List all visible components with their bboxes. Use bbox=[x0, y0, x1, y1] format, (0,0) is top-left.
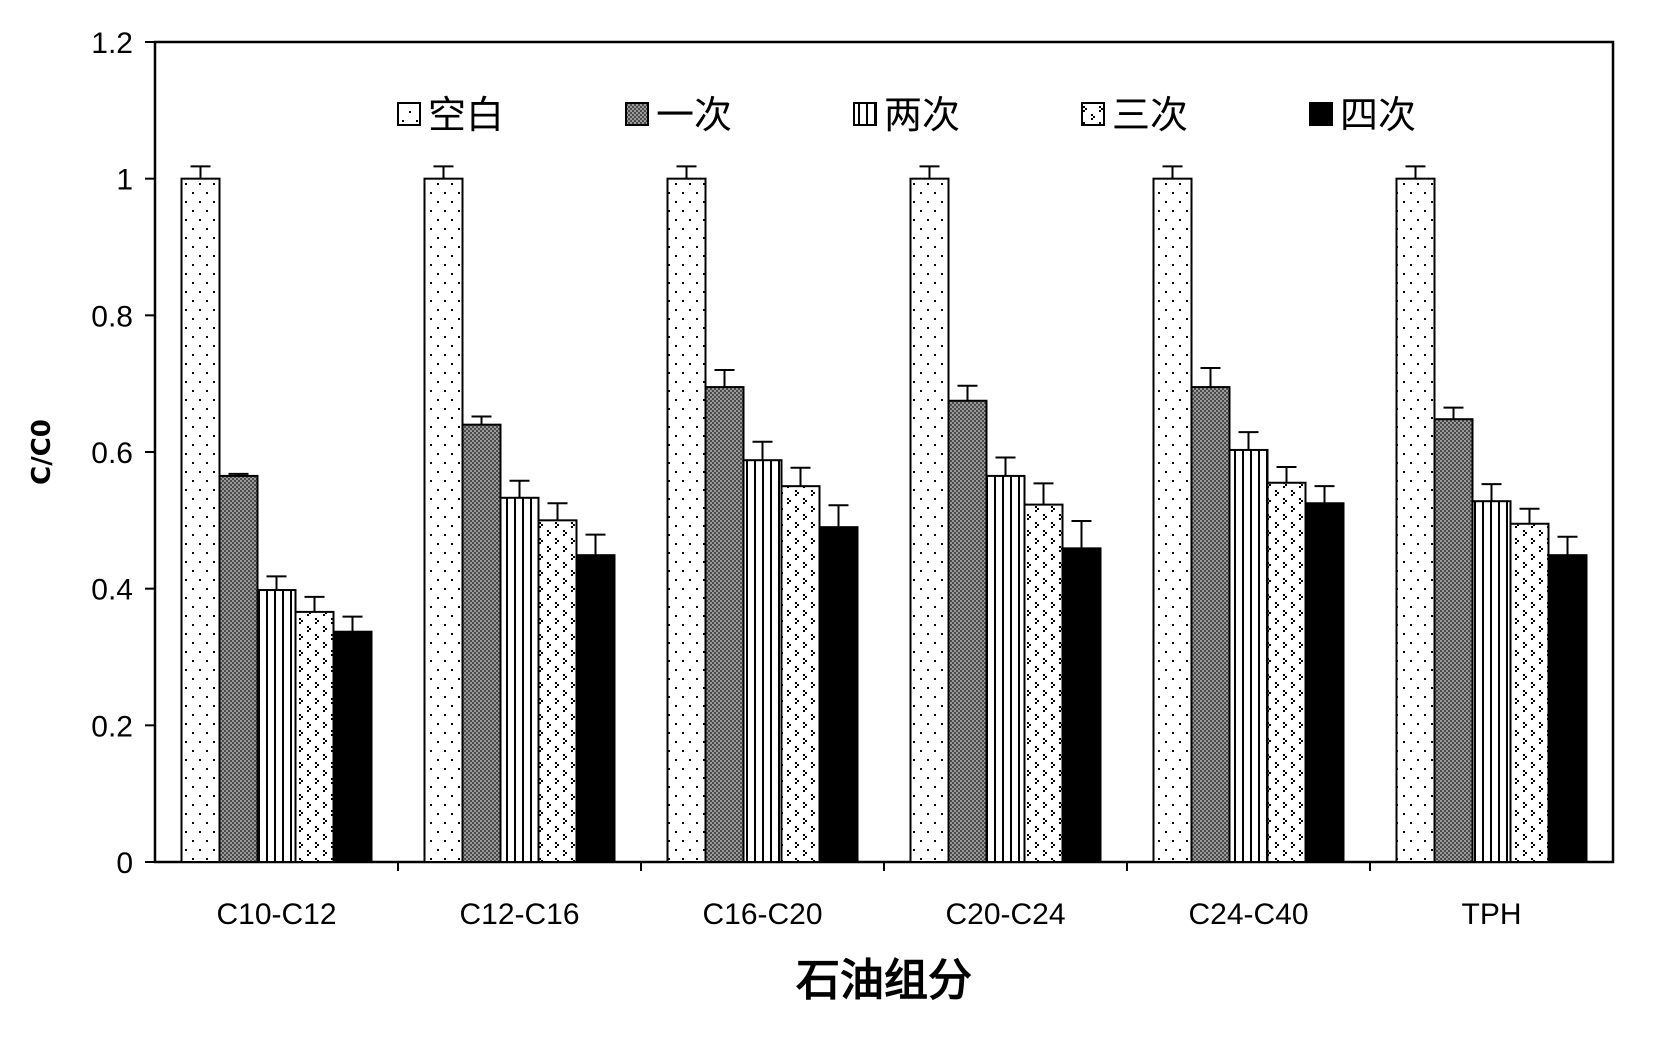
legend-label: 空白 bbox=[428, 93, 504, 137]
x-tick-label: TPH bbox=[1462, 898, 1522, 931]
legend-swatch bbox=[1310, 103, 1332, 125]
bar bbox=[1511, 524, 1549, 862]
legend-label: 两次 bbox=[884, 93, 960, 137]
x-tick-label: C24-C40 bbox=[1188, 898, 1308, 931]
bars bbox=[182, 179, 1587, 862]
x-axis-label: 石油组分 bbox=[796, 955, 972, 1006]
error-bars bbox=[191, 166, 1578, 631]
plot-frame bbox=[155, 42, 1613, 862]
bar bbox=[1473, 501, 1511, 862]
bar bbox=[820, 527, 858, 862]
bar bbox=[949, 401, 987, 862]
bar bbox=[987, 476, 1025, 862]
bar bbox=[744, 460, 782, 862]
bar bbox=[1268, 483, 1306, 862]
y-tick-label: 0 bbox=[116, 847, 133, 880]
legend-label: 三次 bbox=[1112, 93, 1188, 137]
bar bbox=[539, 520, 577, 862]
y-tick-label: 0.8 bbox=[91, 300, 133, 333]
y-tick-label: 0.2 bbox=[91, 710, 133, 743]
x-tick-label: C12-C16 bbox=[459, 898, 579, 931]
y-axis-label: C/C0 bbox=[27, 419, 57, 485]
bar bbox=[1230, 450, 1268, 862]
bar bbox=[1397, 179, 1435, 862]
bar bbox=[1192, 387, 1230, 862]
legend-label: 四次 bbox=[1340, 93, 1416, 137]
bar bbox=[1306, 503, 1344, 862]
x-tick-label: C20-C24 bbox=[945, 898, 1065, 931]
x-tick-label: C10-C12 bbox=[216, 898, 336, 931]
bar bbox=[258, 590, 296, 862]
bar bbox=[668, 179, 706, 862]
bar bbox=[501, 498, 539, 862]
bar bbox=[577, 555, 615, 862]
bar bbox=[1435, 419, 1473, 862]
y-tick-label: 0.6 bbox=[91, 437, 133, 470]
bar bbox=[182, 179, 220, 862]
bar bbox=[1154, 179, 1192, 862]
bar bbox=[1549, 555, 1587, 862]
legend-swatch bbox=[1082, 103, 1104, 125]
y-tick-label: 1.2 bbox=[91, 27, 133, 60]
y-axis: 0 0.2 0.4 0.6 0.8 1 1.2 bbox=[91, 27, 155, 880]
legend-swatch bbox=[626, 103, 648, 125]
bar bbox=[911, 179, 949, 862]
bar bbox=[296, 612, 334, 862]
bar bbox=[706, 387, 744, 862]
x-tick-label: C16-C20 bbox=[702, 898, 822, 931]
bar bbox=[1063, 548, 1101, 862]
legend: 空白 一次 两次 三次 四次 bbox=[398, 93, 1416, 137]
legend-label: 一次 bbox=[656, 93, 732, 137]
y-tick-label: 1 bbox=[116, 164, 133, 197]
bar bbox=[782, 486, 820, 862]
x-axis: C10-C12 C12-C16 C16-C20 C20-C24 C24-C40 TPH bbox=[216, 862, 1521, 931]
bar bbox=[220, 476, 258, 862]
legend-swatch bbox=[398, 103, 420, 125]
y-tick-label: 0.4 bbox=[91, 574, 133, 607]
bar bbox=[1025, 505, 1063, 862]
bar bbox=[425, 179, 463, 862]
bar bbox=[463, 425, 501, 862]
legend-swatch bbox=[854, 103, 876, 125]
bar bbox=[334, 632, 372, 862]
